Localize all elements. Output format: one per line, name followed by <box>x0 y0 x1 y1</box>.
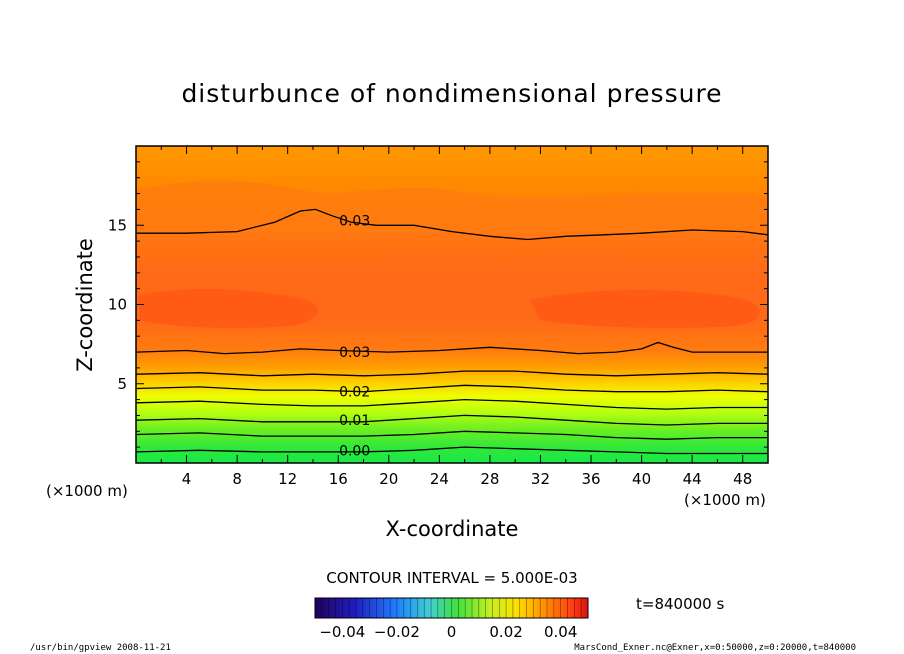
y-tick-label: 15 <box>108 216 127 234</box>
x-tick-label: 40 <box>632 470 651 488</box>
x-units-left: (×1000 m) <box>46 482 128 500</box>
upper-lobe <box>136 180 768 232</box>
plot-area: 0.03 0.03 0.02 0.01 0.00 <box>136 146 768 463</box>
x-tick-label: 32 <box>531 470 550 488</box>
contour-lines <box>136 208 768 455</box>
contour-labels: 0.03 0.03 0.02 0.01 0.00 <box>339 213 370 459</box>
chart-title: disturbunce of nondimensional pressure <box>181 79 722 108</box>
x-tick-label: 28 <box>480 470 499 488</box>
contour-line <box>136 208 768 241</box>
contour-label: 0.03 <box>339 213 370 229</box>
colorbar-tick-label: −0.04 <box>319 623 365 641</box>
colorbar-tick-label: −0.02 <box>374 623 420 641</box>
x-tick-label: 8 <box>232 470 242 488</box>
contour-line <box>136 370 768 377</box>
contour-label: 0.03 <box>339 345 370 361</box>
contour-line <box>136 384 768 393</box>
colorbar-tick-labels: −0.04 −0.02 0 0.02 0.04 <box>319 623 577 641</box>
contour-label: 0.00 <box>339 443 370 459</box>
contour-label: 0.02 <box>339 385 370 401</box>
contour-line <box>136 446 768 455</box>
contour-line <box>136 341 768 355</box>
contour-interval-text: CONTOUR INTERVAL = 5.000E-03 <box>326 569 577 587</box>
x-axis-label: X-coordinate <box>386 517 519 541</box>
y-axis-label: Z-coordinate <box>73 238 97 372</box>
y-tick-label: 10 <box>108 296 127 314</box>
x-tick-label: 48 <box>733 470 752 488</box>
x-tick-label: 44 <box>683 470 702 488</box>
time-text: t=840000 s <box>636 595 724 613</box>
colorbar-tick-label: 0 <box>447 623 457 641</box>
x-tick-label: 20 <box>379 470 398 488</box>
x-tick-label: 12 <box>278 470 297 488</box>
contour-label: 0.01 <box>339 413 370 429</box>
contour-line <box>136 414 768 426</box>
contour-line <box>136 430 768 440</box>
contour-line <box>136 398 768 410</box>
colorbar-stripes <box>321 598 582 618</box>
x-tick-label: 24 <box>430 470 449 488</box>
x-tick-label: 4 <box>182 470 192 488</box>
colorbar-tick-label: 0.02 <box>489 623 522 641</box>
footer-right: MarsCond_Exner.nc@Exner,x=0:50000,z=0:20… <box>574 643 856 653</box>
footer-left: /usr/bin/gpview 2008-11-21 <box>30 643 171 653</box>
x-tick-label: 36 <box>581 470 600 488</box>
red-core-right <box>530 289 761 328</box>
colorbar-tick-label: 0.04 <box>544 623 577 641</box>
x-tick-label: 16 <box>329 470 348 488</box>
red-core-left <box>138 289 319 328</box>
y-tick-label: 5 <box>117 375 127 393</box>
x-axis-ticks: 4 8 12 16 20 24 28 32 36 40 44 48 <box>160 146 752 488</box>
x-units-right: (×1000 m) <box>684 491 766 509</box>
y-axis-ticks: 5 10 15 <box>108 161 768 448</box>
